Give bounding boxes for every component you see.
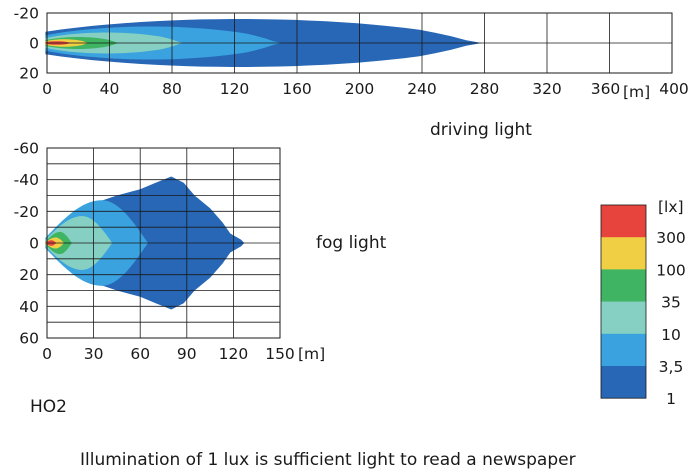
driving-light-x-tick-label: 320 [532, 80, 562, 98]
driving-light-x-tick-label: 200 [345, 80, 375, 98]
fog-light-x-tick-label: 150 [265, 345, 295, 363]
fog-light-x-ticks: 0 30 60 90 120 150 [42, 345, 295, 363]
fog-light-frame [46, 147, 281, 339]
footer-note: Illumination of 1 lux is sufficient ligh… [80, 450, 576, 470]
fog-light-y-tick-label: 20 [19, 266, 39, 284]
driving-light-y-tick-label: 20 [19, 65, 39, 83]
driving-light-x-tick-label: 40 [100, 80, 120, 98]
legend-label-300-lx: 300 [656, 229, 686, 247]
fog-light-x-tick-label: 90 [177, 345, 197, 363]
driving-light-x-unit: [m] [623, 83, 650, 101]
legend: [lx] 300 100 35 10 3,5 1 [600, 198, 686, 408]
fog-light-label: fog light [316, 233, 387, 253]
fog-light-grid [46, 147, 281, 339]
fog-light-y-ticks: -60 -40 -20 0 20 40 60 [14, 140, 39, 348]
legend-labels: 300 100 35 10 3,5 1 [656, 229, 686, 408]
driving-light-label: driving light [430, 120, 532, 140]
legend-swatch-35-lx [601, 269, 646, 302]
driving-light-x-tick-label: 360 [591, 80, 621, 98]
fog-light-x-unit: [m] [298, 345, 325, 363]
driving-light-x-tick-label: 80 [162, 80, 182, 98]
legend-label-1-lx: 1 [666, 390, 676, 408]
driving-light-frame [46, 12, 673, 74]
model-label: HO2 [30, 397, 67, 417]
fog-light-x-tick-label: 30 [84, 345, 104, 363]
fog-light-x-tick-label: 60 [130, 345, 150, 363]
fog-light-y-tick-label: 40 [19, 298, 39, 316]
legend-label-3-5-lx: 3,5 [659, 358, 684, 376]
fog-light-y-tick-label: -40 [14, 171, 39, 189]
legend-swatches [600, 204, 647, 399]
driving-light-x-tick-label: 160 [282, 80, 312, 98]
fog-light-y-tick-label: -60 [14, 140, 39, 158]
fog-light-y-tick-label: -20 [14, 203, 39, 221]
fog-light-plot: 0 30 60 90 120 150 -60 -40 -20 0 20 40 60 [m] fog l… [14, 140, 387, 364]
legend-swatch-10-lx [601, 301, 646, 335]
fog-light-x-tick-label: 0 [42, 345, 52, 363]
driving-light-x-ticks: 0 40 80 120 160 200 240 280 320 360 400 [42, 80, 689, 98]
driving-light-grid [46, 12, 673, 74]
legend-swatch-3-5-lx [601, 333, 646, 367]
legend-swatch-1-lx [601, 366, 646, 399]
driving-light-y-tick-label: 0 [29, 35, 39, 53]
driving-light-y-tick-label: -20 [14, 5, 39, 23]
legend-frame [600, 204, 647, 399]
driving-light-x-tick-label: 240 [407, 80, 437, 98]
driving-light-y-ticks: -20 0 20 [14, 5, 39, 83]
fog-light-y-tick-label: 60 [19, 330, 39, 348]
fog-light-y-tick-label: 0 [29, 235, 39, 253]
legend-label-35-lx: 35 [661, 294, 681, 312]
legend-swatch-300-lx [601, 205, 646, 238]
driving-light-x-tick-label: 120 [220, 80, 250, 98]
fog-light-x-tick-label: 120 [219, 345, 249, 363]
driving-light-x-tick-label: 400 [659, 80, 689, 98]
driving-light-x-tick-label: 0 [42, 80, 52, 98]
legend-unit: [lx] [658, 198, 684, 216]
driving-light-x-tick-label: 280 [470, 80, 500, 98]
legend-swatch-100-lx [601, 237, 646, 270]
legend-label-100-lx: 100 [656, 261, 686, 279]
legend-label-10-lx: 10 [661, 326, 681, 344]
